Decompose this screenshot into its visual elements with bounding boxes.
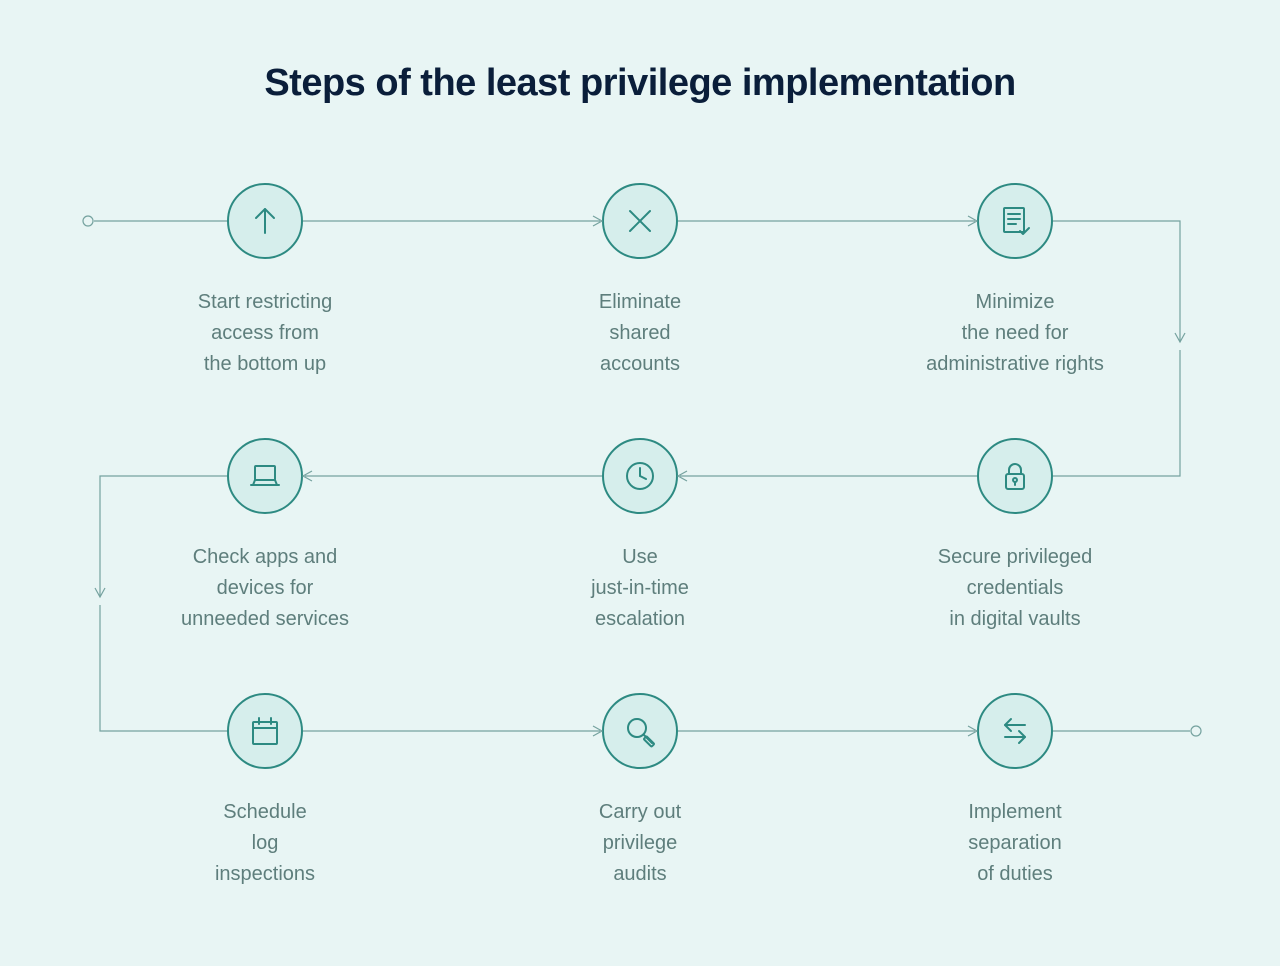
lock-icon bbox=[977, 438, 1053, 514]
step-label-n6: Check apps anddevices forunneeded servic… bbox=[181, 542, 349, 635]
step-node-n5: Usejust-in-timeescalation bbox=[510, 438, 770, 635]
step-label-n5: Usejust-in-timeescalation bbox=[591, 542, 689, 635]
step-node-n8: Carry outprivilegeaudits bbox=[510, 693, 770, 890]
magnifier-icon bbox=[602, 693, 678, 769]
step-label-n7: Scheduleloginspections bbox=[215, 797, 315, 890]
step-label-n9: Implementseparationof duties bbox=[968, 797, 1061, 890]
clock-icon bbox=[602, 438, 678, 514]
step-node-n1: Start restrictingaccess fromthe bottom u… bbox=[135, 183, 395, 380]
step-label-n8: Carry outprivilegeaudits bbox=[599, 797, 681, 890]
step-label-n2: Eliminatesharedaccounts bbox=[599, 287, 681, 380]
laptop-icon bbox=[227, 438, 303, 514]
step-label-n4: Secure privilegedcredentialsin digital v… bbox=[938, 542, 1093, 635]
x-icon bbox=[602, 183, 678, 259]
swap-icon bbox=[977, 693, 1053, 769]
diagram-title: Steps of the least privilege implementat… bbox=[0, 62, 1280, 105]
step-node-n2: Eliminatesharedaccounts bbox=[510, 183, 770, 380]
step-node-n4: Secure privilegedcredentialsin digital v… bbox=[885, 438, 1145, 635]
step-node-n7: Scheduleloginspections bbox=[135, 693, 395, 890]
step-label-n3: Minimizethe need foradministrative right… bbox=[926, 287, 1104, 380]
step-node-n9: Implementseparationof duties bbox=[885, 693, 1145, 890]
calendar-icon bbox=[227, 693, 303, 769]
step-label-n1: Start restrictingaccess fromthe bottom u… bbox=[198, 287, 332, 380]
document-icon bbox=[977, 183, 1053, 259]
step-node-n3: Minimizethe need foradministrative right… bbox=[885, 183, 1145, 380]
arrow-up-icon bbox=[227, 183, 303, 259]
step-node-n6: Check apps anddevices forunneeded servic… bbox=[135, 438, 395, 635]
